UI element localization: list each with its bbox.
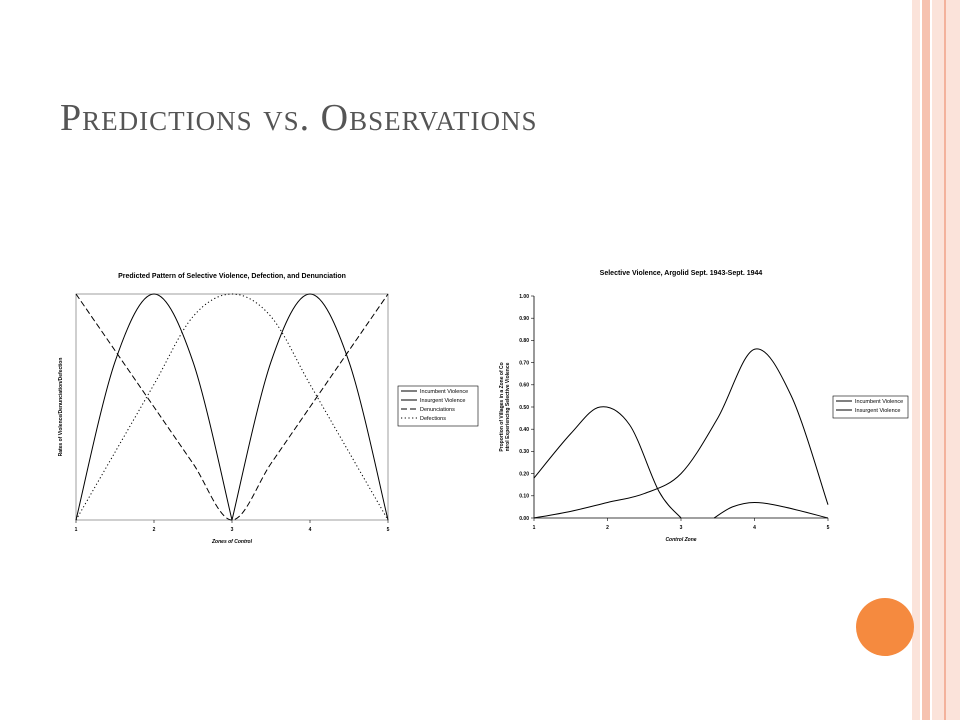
series-line-denunciations xyxy=(75,293,389,521)
right-stripe-dark xyxy=(922,0,930,720)
chart-title: Predicted Pattern of Selective Violence,… xyxy=(118,273,346,280)
y-tick-label: 0.80 xyxy=(519,338,529,344)
right-stripe-pale xyxy=(932,0,960,720)
x-axis-title: Zones of Control xyxy=(211,539,253,545)
legend-label: Denunciations xyxy=(420,407,455,413)
chart-title: Selective Violence, Argolid Sept. 1943-S… xyxy=(600,270,763,277)
y-axis-title-line: ntrol Experiencing Selective Violence xyxy=(505,362,511,451)
y-tick-label: 0.60 xyxy=(519,383,529,389)
right-stripe-light xyxy=(912,0,920,720)
x-tick-label: 2 xyxy=(153,527,156,533)
x-tick-label: 4 xyxy=(753,525,756,531)
y-axis-title-line: Proportion of Villages in a Zone of Co xyxy=(499,362,505,451)
series-line-incumbent-violence xyxy=(713,501,829,519)
series-line-insurgent-violence xyxy=(231,293,389,521)
x-tick-label: 1 xyxy=(75,527,78,533)
series-line-insurgent-violence xyxy=(533,348,829,519)
x-tick-label: 5 xyxy=(387,527,390,533)
x-tick-label: 5 xyxy=(827,525,830,531)
y-tick-label: 0.90 xyxy=(519,316,529,322)
x-axis-title: Control Zone xyxy=(665,537,696,543)
series-line-defections xyxy=(75,293,389,521)
accent-circle xyxy=(856,598,914,656)
y-axis-title: Proportion of Villages in a Zone of Cont… xyxy=(499,362,511,451)
x-tick-label: 3 xyxy=(231,527,234,533)
plot-frame xyxy=(75,293,389,521)
legend-label: Incumbent Violence xyxy=(855,399,903,405)
y-tick-label: 0.30 xyxy=(519,449,529,455)
y-tick-label: 0.70 xyxy=(519,360,529,366)
legend-label: Insurgent Violence xyxy=(420,398,465,404)
predicted-pattern-chart: Predicted Pattern of Selective Violence,… xyxy=(58,273,479,545)
series-line-incumbent-violence xyxy=(75,293,233,521)
legend-label: Insurgent Violence xyxy=(855,408,900,414)
y-tick-label: 0.00 xyxy=(519,516,529,522)
y-tick-label: 0.40 xyxy=(519,427,529,433)
y-tick-label: 0.10 xyxy=(519,494,529,500)
y-tick-label: 0.20 xyxy=(519,471,529,477)
slide-title: Predictions vs. Observations xyxy=(60,97,538,139)
legend-box xyxy=(397,385,479,427)
x-tick-label: 4 xyxy=(309,527,312,533)
y-tick-label: 1.00 xyxy=(519,294,529,300)
x-tick-label: 1 xyxy=(533,525,536,531)
right-stripe-rule xyxy=(944,0,946,720)
y-axis-title: Rates of Violence/Denunciation/Defection xyxy=(58,358,64,457)
x-tick-label: 2 xyxy=(606,525,609,531)
legend-label: Incumbent Violence xyxy=(420,389,468,395)
y-tick-label: 0.50 xyxy=(519,405,529,411)
legend-label: Defections xyxy=(420,416,446,422)
argolid-observed-chart: Selective Violence, Argolid Sept. 1943-S… xyxy=(499,270,909,543)
x-tick-label: 3 xyxy=(680,525,683,531)
series-line-incumbent-violence xyxy=(533,406,682,519)
